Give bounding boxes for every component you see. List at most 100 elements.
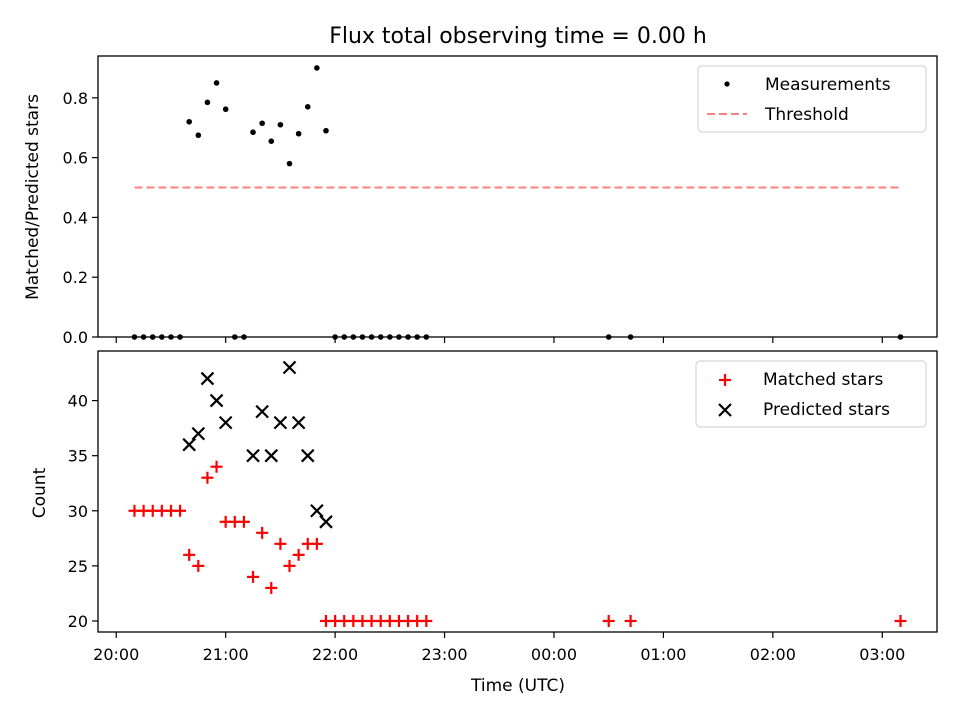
legend-threshold-label: Threshold (764, 105, 849, 125)
matched-star-point (201, 471, 214, 484)
predicted-star-point (255, 404, 269, 419)
top-y-axis-label: Matched/Predicted stars (23, 94, 43, 300)
y-tick-label: 30 (68, 502, 88, 521)
measurement-point (177, 334, 183, 340)
matched-star-point (265, 581, 278, 594)
legend-measurements-label: Measurements (765, 75, 891, 95)
measurement-point (231, 334, 238, 340)
measurement-point (323, 127, 329, 134)
top-plot-frame (97, 55, 938, 338)
y-tick-label: 35 (68, 447, 88, 466)
matched-star-point (237, 515, 250, 528)
measurement-point (423, 334, 430, 340)
measurement-point (341, 334, 348, 340)
matched-star-point (602, 614, 615, 627)
y-tick-label: 0.8 (63, 89, 88, 108)
matched-star-point (624, 614, 637, 627)
top-legend-box (697, 65, 927, 133)
predicted-star-point (264, 448, 279, 463)
matched-star-point (192, 559, 205, 572)
measurement-point (396, 334, 402, 340)
bottom-y-ticks: 20 25 30 35 40 (68, 392, 98, 631)
measurement-point (250, 129, 256, 136)
measurement-point (168, 334, 174, 340)
predicted-star-point (291, 415, 306, 430)
measurement-point (314, 65, 320, 71)
measurement-point (286, 160, 293, 167)
x-tick-label: 21:00 (203, 645, 249, 664)
predicted-star-point (218, 415, 233, 430)
legend-matched-marker (719, 374, 731, 386)
measurement-point (332, 334, 338, 340)
bottom-x-ticks: 20:00 21:00 22:00 23:00 00:00 01:00 02:00 03:00 (93, 632, 905, 664)
measurement-point (350, 334, 357, 340)
predicted-star-point (191, 426, 206, 441)
measurement-point (277, 121, 284, 128)
measurement-point (159, 334, 165, 340)
y-tick-label: 40 (68, 392, 88, 411)
bottom-panel: 20 25 30 35 40 20:00 21:00 22:00 23:00 00:00 01:0… (30, 350, 938, 696)
measurement-point (213, 80, 220, 86)
top-x-ticks (115, 337, 883, 343)
measurement-point (387, 334, 393, 340)
predicted-star-point (182, 437, 196, 452)
x-tick-label: 01:00 (640, 645, 686, 664)
matched-star-point (183, 548, 196, 561)
x-tick-label: 02:00 (750, 645, 796, 664)
measurement-point (131, 334, 138, 340)
chart-title: Flux total observing time = 0.00 h (329, 24, 707, 49)
predicted-star-point (200, 371, 215, 386)
y-tick-label: 0.2 (63, 268, 88, 287)
measurement-point (377, 334, 384, 340)
x-axis-label: Time (UTC) (470, 676, 565, 696)
legend-predicted-marker (718, 403, 732, 417)
matched-star-point (310, 537, 323, 550)
predicted-star-point (273, 415, 288, 430)
top-legend: Measurements Threshold (697, 65, 927, 133)
matched-star-point (274, 537, 287, 550)
matched-star-point (174, 504, 187, 517)
matched-star-point (210, 460, 223, 473)
y-tick-label: 0.6 (63, 149, 88, 168)
top-panel: 0.00.20.40.60.8 Matched/Predicted stars … (23, 55, 938, 347)
predicted-star-point (209, 393, 224, 408)
measurement-point (140, 334, 147, 340)
measurement-point (295, 130, 302, 137)
legend-matched-label: Matched stars (763, 370, 883, 390)
matched-star-point (420, 614, 433, 627)
x-tick-label: 03:00 (859, 645, 905, 664)
measurement-point (259, 120, 265, 127)
matched-star-point (292, 548, 305, 561)
measurement-point (204, 99, 211, 106)
x-tick-label: 23:00 (421, 645, 467, 664)
measurement-point (186, 118, 192, 125)
measurement-point (897, 334, 904, 340)
top-marks (131, 65, 904, 340)
legend-measurements-marker (724, 81, 730, 87)
bottom-y-axis-label: Count (30, 467, 50, 518)
bottom-legend-box (695, 360, 927, 428)
predicted-star-point (319, 515, 333, 529)
bottom-marks (128, 360, 907, 627)
matched-star-point (256, 526, 269, 539)
matched-star-point (894, 614, 907, 627)
x-tick-label: 22:00 (312, 645, 358, 664)
y-tick-label: 0.0 (63, 328, 88, 347)
measurement-point (149, 334, 156, 340)
measurement-point (605, 334, 612, 340)
x-tick-label: 00:00 (531, 645, 577, 664)
x-tick-label: 20:00 (93, 645, 139, 664)
measurement-point (359, 334, 366, 340)
matched-star-point (247, 570, 260, 583)
predicted-star-point (282, 360, 297, 375)
y-tick-label: 0.4 (63, 208, 88, 227)
measurement-point (405, 334, 411, 340)
measurement-point (241, 334, 247, 340)
predicted-star-point (310, 504, 324, 518)
measurement-point (268, 138, 275, 144)
measurement-point (627, 334, 634, 340)
bottom-legend: Matched stars Predicted stars (695, 360, 927, 428)
matched-star-point (283, 559, 296, 572)
y-tick-label: 20 (68, 612, 88, 631)
